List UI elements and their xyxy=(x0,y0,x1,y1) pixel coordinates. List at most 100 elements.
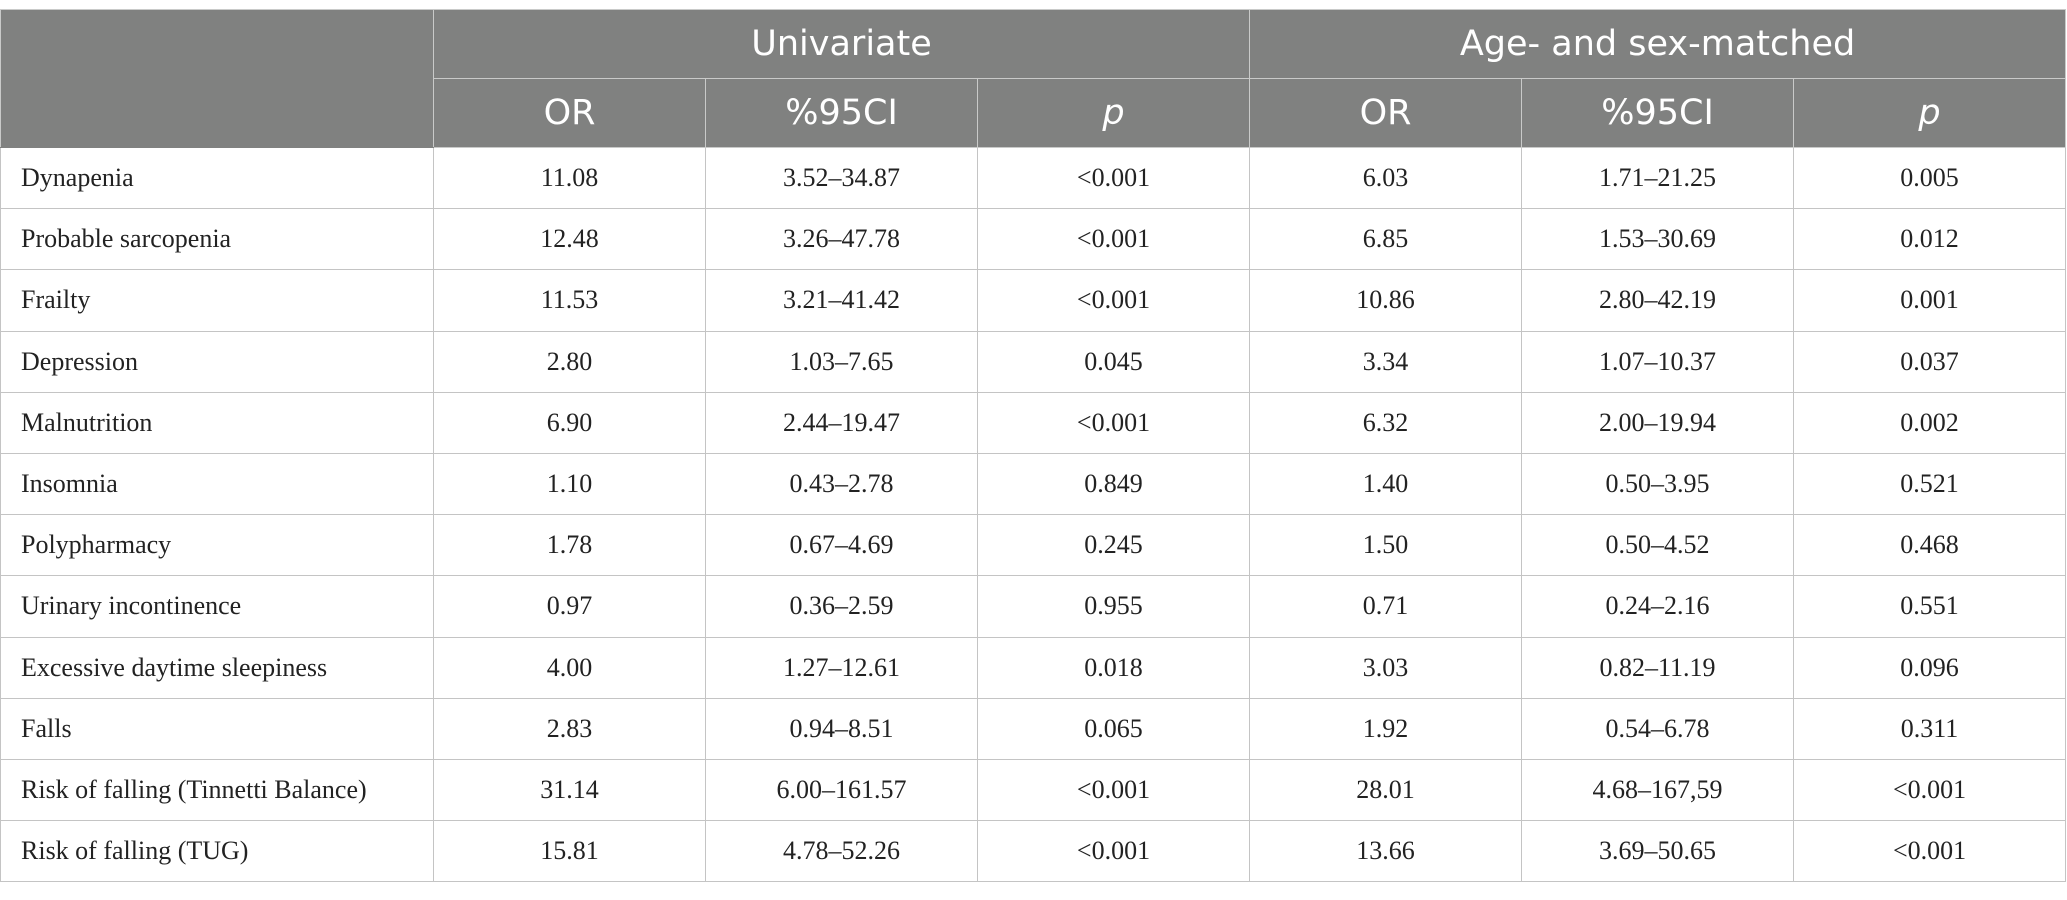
matched-ci-cell: 0.54–6.78 xyxy=(1521,697,1795,760)
sub-header-or: OR xyxy=(433,78,706,148)
matched-ci-cell: 0.82–11.19 xyxy=(1521,636,1795,699)
univariate-p-cell: <0.001 xyxy=(976,208,1251,271)
univariate-or-cell: 6.90 xyxy=(433,391,706,454)
matched-or-cell: 10.86 xyxy=(1249,269,1523,332)
univariate-or-cell: 2.83 xyxy=(433,697,706,760)
univariate-p-cell: <0.001 xyxy=(976,146,1251,210)
univariate-p-cell: 0.849 xyxy=(976,452,1251,516)
matched-ci-cell: 0.50–3.95 xyxy=(1521,452,1795,516)
matched-or-cell: 0.71 xyxy=(1249,575,1523,638)
univariate-or-cell: 31.14 xyxy=(433,758,706,822)
matched-p-cell: 0.012 xyxy=(1793,208,2067,271)
univariate-p-cell: 0.045 xyxy=(976,330,1251,393)
table-row: Frailty 11.53 3.21–41.42 <0.001 10.86 2.80–42… xyxy=(0,269,2067,332)
matched-p-cell: 0.551 xyxy=(1793,575,2067,638)
table-row: Urinary incontinence 0.97 0.36–2.59 0.955 0.… xyxy=(0,575,2067,638)
matched-p-cell: 0.311 xyxy=(1793,697,2067,760)
matched-ci-cell: 2.80–42.19 xyxy=(1521,269,1795,332)
univariate-ci-cell: 3.21–41.42 xyxy=(705,269,978,332)
univariate-ci-cell: 3.26–47.78 xyxy=(705,208,978,271)
table-row: Polypharmacy 1.78 0.67–4.69 0.245 1.50 0.50–4… xyxy=(0,514,2067,577)
matched-ci-cell: 1.53–30.69 xyxy=(1521,208,1795,271)
univariate-p-cell: <0.001 xyxy=(976,269,1251,332)
matched-p-cell: 0.468 xyxy=(1793,514,2067,577)
table-row: Falls 2.83 0.94–8.51 0.065 1.92 0.54–6.78 0.31… xyxy=(0,697,2067,760)
sub-header-row: OR %95CI p OR %95CI p xyxy=(1,78,2067,148)
matched-or-cell: 13.66 xyxy=(1249,820,1523,883)
matched-p-cell: 0.521 xyxy=(1793,452,2067,516)
table-row: Dynapenia 11.08 3.52–34.87 <0.001 6.03 1.71–2… xyxy=(0,146,2067,210)
matched-p-cell: 0.005 xyxy=(1793,146,2067,210)
sub-header-p: p xyxy=(976,78,1251,148)
table-row: Malnutrition 6.90 2.44–19.47 <0.001 6.32 2.00… xyxy=(0,391,2067,454)
matched-or-cell: 3.03 xyxy=(1249,636,1523,699)
matched-p-cell: <0.001 xyxy=(1793,820,2067,883)
univariate-p-cell: <0.001 xyxy=(976,820,1251,883)
table-row: Insomnia 1.10 0.43–2.78 0.849 1.40 0.50–3.95 0… xyxy=(0,452,2067,516)
matched-or-cell: 6.03 xyxy=(1249,146,1523,210)
univariate-p-cell: <0.001 xyxy=(976,391,1251,454)
matched-ci-cell: 1.71–21.25 xyxy=(1521,146,1795,210)
matched-or-cell: 6.32 xyxy=(1249,391,1523,454)
odds-ratio-table: Univariate Age- and sex-matched OR %95CI… xyxy=(0,9,2067,883)
matched-p-cell: 0.037 xyxy=(1793,330,2067,393)
table-header: Univariate Age- and sex-matched OR %95CI… xyxy=(0,9,2067,148)
matched-or-cell: 1.40 xyxy=(1249,452,1523,516)
group-header-row: Univariate Age- and sex-matched xyxy=(0,9,2067,148)
univariate-or-cell: 1.10 xyxy=(433,452,706,516)
univariate-or-cell: 12.48 xyxy=(433,208,706,271)
matched-p-cell: 0.096 xyxy=(1793,636,2067,699)
row-label: Malnutrition xyxy=(0,391,434,454)
matched-or-cell: 28.01 xyxy=(1249,758,1523,822)
sub-header-p: p xyxy=(1793,78,2067,148)
matched-p-cell: <0.001 xyxy=(1793,758,2067,822)
univariate-ci-cell: 0.43–2.78 xyxy=(705,452,978,516)
univariate-ci-cell: 4.78–52.26 xyxy=(705,820,978,883)
table-body: Dynapenia 11.08 3.52–34.87 <0.001 6.03 1.71–2… xyxy=(0,146,2067,883)
univariate-ci-cell: 6.00–161.57 xyxy=(705,758,978,822)
univariate-ci-cell: 0.67–4.69 xyxy=(705,514,978,577)
row-label: Urinary incontinence xyxy=(0,575,434,638)
row-label: Frailty xyxy=(0,269,434,332)
row-label: Excessive daytime sleepiness xyxy=(0,636,434,699)
matched-ci-cell: 3.69–50.65 xyxy=(1521,820,1795,883)
matched-p-cell: 0.002 xyxy=(1793,391,2067,454)
results-table-container: Univariate Age- and sex-matched OR %95CI… xyxy=(0,9,2067,883)
matched-ci-cell: 0.50–4.52 xyxy=(1521,514,1795,577)
univariate-p-cell: 0.018 xyxy=(976,636,1251,699)
sub-header-ci: %95CI xyxy=(1521,78,1795,148)
matched-or-cell: 1.92 xyxy=(1249,697,1523,760)
univariate-ci-cell: 1.27–12.61 xyxy=(705,636,978,699)
univariate-or-cell: 2.80 xyxy=(433,330,706,393)
group-header-age-sex-matched: Age- and sex-matched xyxy=(1249,9,2067,79)
univariate-p-cell: 0.245 xyxy=(976,514,1251,577)
univariate-or-cell: 15.81 xyxy=(433,820,706,883)
table-row: Depression 2.80 1.03–7.65 0.045 3.34 1.07–10.… xyxy=(0,330,2067,393)
row-label: Dynapenia xyxy=(0,146,434,210)
sub-header-ci: %95CI xyxy=(705,78,978,148)
row-label: Risk of falling (Tinnetti Balance) xyxy=(0,758,434,822)
corner-header-cell xyxy=(0,9,434,148)
univariate-ci-cell: 0.94–8.51 xyxy=(705,697,978,760)
group-header-univariate: Univariate xyxy=(432,9,1251,79)
matched-or-cell: 1.50 xyxy=(1249,514,1523,577)
table-row: Risk of falling (TUG) 15.81 4.78–52.26 <0.0… xyxy=(0,820,2067,883)
table-row: Probable sarcopenia 12.48 3.26–47.78 <0.001… xyxy=(0,208,2067,271)
univariate-or-cell: 11.08 xyxy=(433,146,706,210)
univariate-ci-cell: 0.36–2.59 xyxy=(705,575,978,638)
univariate-p-cell: 0.955 xyxy=(976,575,1251,638)
row-label: Depression xyxy=(0,330,434,393)
univariate-or-cell: 4.00 xyxy=(433,636,706,699)
univariate-or-cell: 0.97 xyxy=(433,575,706,638)
row-label: Polypharmacy xyxy=(0,514,434,577)
matched-ci-cell: 4.68–167,59 xyxy=(1521,758,1795,822)
matched-ci-cell: 2.00–19.94 xyxy=(1521,391,1795,454)
univariate-ci-cell: 2.44–19.47 xyxy=(705,391,978,454)
table-row: Excessive daytime sleepiness 4.00 1.27–12.… xyxy=(0,636,2067,699)
univariate-or-cell: 11.53 xyxy=(433,269,706,332)
univariate-p-cell: <0.001 xyxy=(976,758,1251,822)
univariate-p-cell: 0.065 xyxy=(976,697,1251,760)
univariate-ci-cell: 3.52–34.87 xyxy=(705,146,978,210)
matched-ci-cell: 1.07–10.37 xyxy=(1521,330,1795,393)
univariate-or-cell: 1.78 xyxy=(433,514,706,577)
